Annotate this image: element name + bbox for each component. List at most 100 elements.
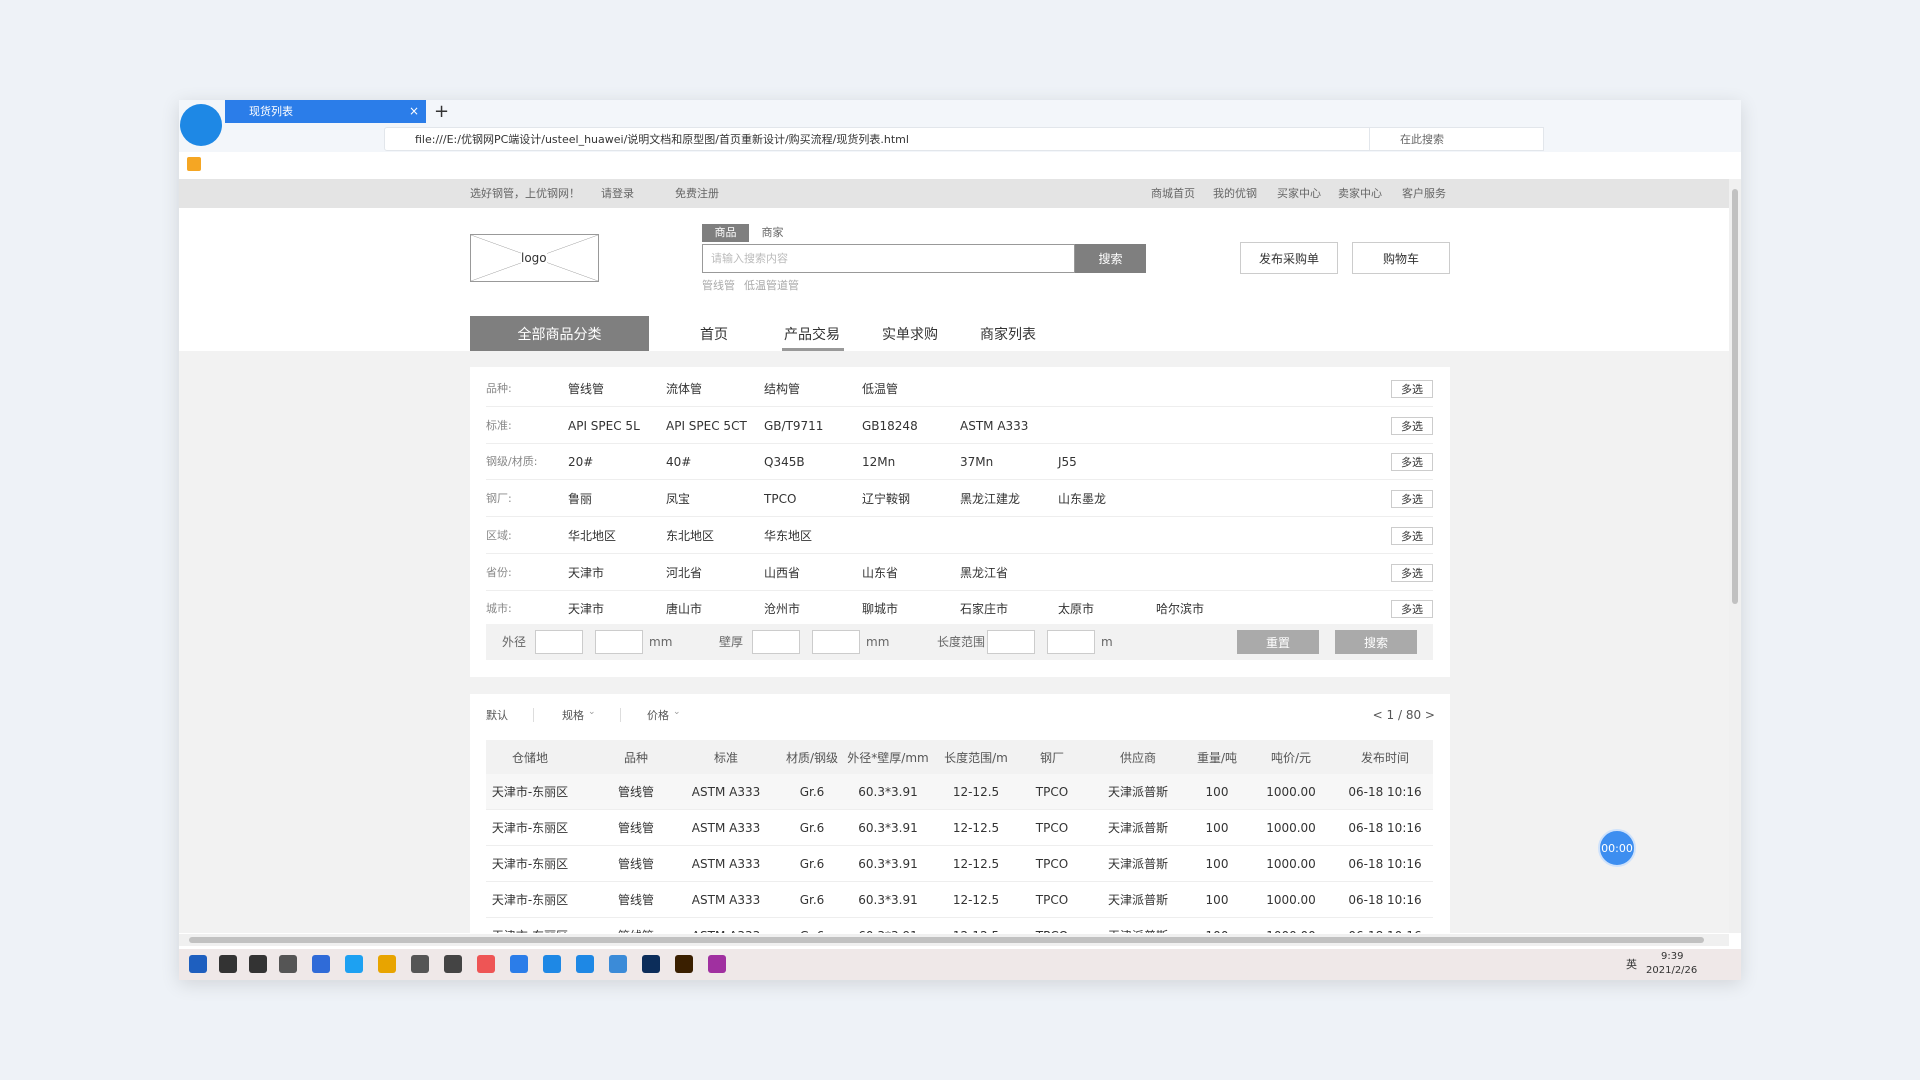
taskbar-icon[interactable] <box>510 955 528 973</box>
taskbar-icon[interactable] <box>189 955 207 973</box>
multi-select-button[interactable]: 多选 <box>1391 416 1433 435</box>
table-row[interactable] <box>486 846 1433 882</box>
reset-button[interactable]: 重置 <box>1237 630 1319 654</box>
length-max[interactable] <box>1047 630 1095 654</box>
recording-timer[interactable]: 00:00 <box>1598 829 1636 867</box>
top-link[interactable]: 商城首页 <box>1151 187 1195 200</box>
browser-logo[interactable] <box>180 104 222 146</box>
taskbar-icon[interactable] <box>675 955 693 973</box>
filter-option[interactable]: 山东省 <box>862 565 899 580</box>
all-categories[interactable]: 全部商品分类 <box>470 316 649 351</box>
search-tab[interactable]: 商品 <box>702 224 749 242</box>
filter-option[interactable]: 20# <box>568 455 594 470</box>
filter-option[interactable]: 12Mn <box>862 455 896 470</box>
filter-option[interactable]: 山西省 <box>764 565 801 580</box>
register-link[interactable]: 免费注册 <box>675 187 719 200</box>
taskbar-icon[interactable] <box>543 955 561 973</box>
search-tab[interactable]: 商家 <box>761 226 784 239</box>
outer-max[interactable] <box>595 630 643 654</box>
multi-select-button[interactable]: 多选 <box>1391 490 1433 509</box>
taskbar-icon[interactable] <box>312 955 330 973</box>
filter-option[interactable]: Q345B <box>764 455 805 470</box>
address-bar[interactable]: file:///E:/优钢网PC端设计/usteel_huawei/说明文档和原… <box>384 127 1534 151</box>
top-link[interactable]: 卖家中心 <box>1338 187 1382 200</box>
wall-max[interactable] <box>812 630 860 654</box>
filter-option[interactable]: API SPEC 5L <box>568 418 640 433</box>
filter-option[interactable]: 37Mn <box>960 455 994 470</box>
taskbar-icon[interactable] <box>576 955 594 973</box>
sort-option[interactable]: 价格 <box>647 709 669 722</box>
filter-option[interactable]: 唐山市 <box>666 602 703 617</box>
filter-option[interactable]: 凤宝 <box>666 492 691 507</box>
bookmark-star[interactable] <box>187 157 201 171</box>
multi-select-button[interactable]: 多选 <box>1391 563 1433 582</box>
filter-option[interactable]: 沧州市 <box>764 602 801 617</box>
taskbar-icon[interactable] <box>642 955 660 973</box>
sort-option[interactable]: 默认 <box>486 709 508 722</box>
v-scroll-thumb[interactable] <box>1732 189 1738 604</box>
length-min[interactable] <box>987 630 1035 654</box>
filter-option[interactable]: 黑龙江省 <box>960 565 1009 580</box>
hot-keyword[interactable]: 管线管 <box>702 279 735 292</box>
login-link[interactable]: 请登录 <box>601 187 634 200</box>
taskbar-icon[interactable] <box>444 955 462 973</box>
pagination[interactable]: < 1 / 80 > <box>1372 708 1435 722</box>
header-button[interactable]: 发布采购单 <box>1240 242 1338 274</box>
multi-select-button[interactable]: 多选 <box>1391 526 1433 545</box>
taskbar-icon[interactable] <box>345 955 363 973</box>
filter-option[interactable]: 管线管 <box>568 382 605 396</box>
filter-option[interactable]: 40# <box>666 455 692 470</box>
filter-option[interactable]: TPCO <box>764 492 797 507</box>
header-button[interactable]: 购物车 <box>1352 242 1450 274</box>
filter-option[interactable]: 东北地区 <box>666 528 715 543</box>
search-button[interactable]: 搜索 <box>1075 244 1146 273</box>
outer-min[interactable] <box>535 630 583 654</box>
filter-search-button[interactable]: 搜索 <box>1335 630 1417 654</box>
ime-indicator[interactable]: 英 <box>1626 958 1637 971</box>
filter-option[interactable]: 华东地区 <box>764 528 813 543</box>
filter-option[interactable]: GB18248 <box>862 418 918 433</box>
filter-option[interactable]: API SPEC 5CT <box>666 418 747 433</box>
top-link[interactable]: 买家中心 <box>1277 187 1321 200</box>
nav-item[interactable]: 实单求购 <box>882 327 938 343</box>
multi-select-button[interactable]: 多选 <box>1391 380 1433 398</box>
taskbar-icon[interactable] <box>279 955 297 973</box>
filter-option[interactable]: GB/T9711 <box>764 418 824 433</box>
taskbar-icon[interactable] <box>219 955 237 973</box>
filter-option[interactable]: 结构管 <box>764 382 801 396</box>
filter-option[interactable]: 河北省 <box>666 565 703 580</box>
taskbar-icon[interactable] <box>609 955 627 973</box>
filter-option[interactable]: 山东墨龙 <box>1058 492 1107 507</box>
filter-option[interactable]: J55 <box>1058 455 1077 470</box>
sort-option[interactable]: 规格 <box>562 709 584 722</box>
filter-option[interactable]: 聊城市 <box>862 602 899 617</box>
taskbar-icon[interactable] <box>249 955 267 973</box>
table-row[interactable] <box>486 810 1433 846</box>
tab[interactable]: 现货列表 × <box>225 100 426 123</box>
filter-option[interactable]: 黑龙江建龙 <box>960 492 1021 507</box>
filter-option[interactable]: 鲁丽 <box>568 492 593 507</box>
taskbar-icon[interactable] <box>378 955 396 973</box>
new-tab[interactable]: + <box>434 101 450 122</box>
multi-select-button[interactable]: 多选 <box>1391 453 1433 472</box>
browser-search[interactable]: 在此搜索 <box>1369 127 1544 151</box>
taskbar-icon[interactable] <box>477 955 495 973</box>
filter-option[interactable]: 华北地区 <box>568 528 617 543</box>
top-link[interactable]: 我的优钢 <box>1213 187 1257 200</box>
filter-option[interactable]: 天津市 <box>568 565 605 580</box>
filter-option[interactable]: 辽宁鞍钢 <box>862 492 911 507</box>
filter-option[interactable]: 流体管 <box>666 382 703 396</box>
search-input[interactable]: 请输入搜索内容 <box>702 244 1075 273</box>
filter-option[interactable]: 哈尔滨市 <box>1156 602 1205 617</box>
hot-keyword[interactable]: 低温管道管 <box>744 279 799 292</box>
nav-item[interactable]: 商家列表 <box>980 327 1036 343</box>
top-link[interactable]: 客户服务 <box>1402 187 1446 200</box>
taskbar-icon[interactable] <box>411 955 429 973</box>
taskbar-icon[interactable] <box>708 955 726 973</box>
filter-option[interactable]: 石家庄市 <box>960 602 1009 617</box>
filter-option[interactable]: 低温管 <box>862 382 899 396</box>
nav-item[interactable]: 首页 <box>700 327 728 343</box>
multi-select-button[interactable]: 多选 <box>1391 600 1433 619</box>
tab-close[interactable]: × <box>409 104 420 118</box>
filter-option[interactable]: 天津市 <box>568 602 605 617</box>
